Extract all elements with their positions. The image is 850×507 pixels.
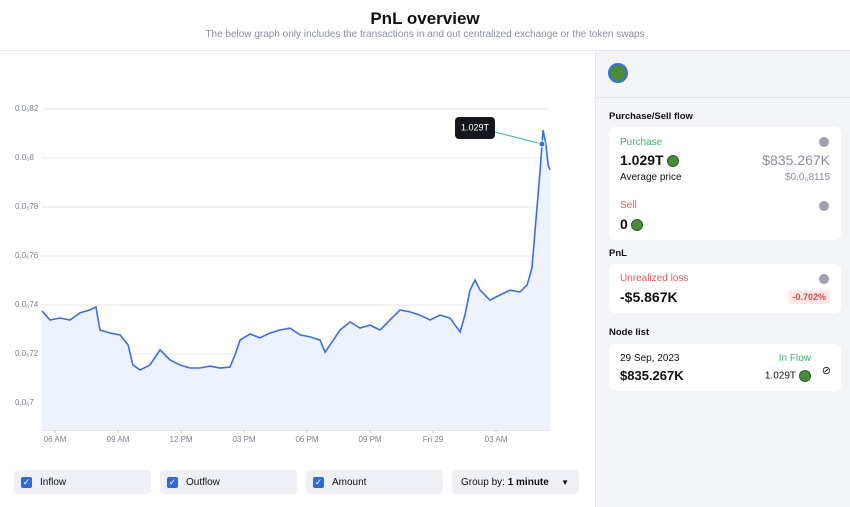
node-card[interactable]: 29 Sep, 2023 In Flow $835.267K 1.029T ⊘ [609, 344, 841, 391]
x-tick-label: 06 AM [44, 435, 67, 444]
help-icon[interactable] [819, 137, 829, 147]
hide-icon[interactable]: ⊘ [821, 365, 831, 377]
y-tick-label: 0.0₆82 [15, 104, 39, 113]
value: -$5.867K [620, 289, 678, 305]
x-tick-label: 03 PM [232, 435, 255, 444]
amount: 0 [620, 216, 643, 232]
subtitle: The below graph only includes the transa… [205, 29, 645, 40]
label: Average price [620, 172, 682, 183]
y-tick-label: 0.0₆7 [15, 398, 34, 407]
label: Inflow [40, 476, 67, 488]
tooltip [455, 117, 495, 139]
x-tick-label: 09 AM [107, 435, 130, 444]
x-tick-label: 09 PM [358, 435, 381, 444]
line [41, 129, 551, 371]
area [42, 130, 550, 430]
amount-toggle[interactable]: ✓ Amount [306, 470, 443, 494]
label: Purchase [620, 137, 663, 148]
x-tick-label: 06 PM [295, 435, 318, 444]
label: Amount [332, 476, 367, 488]
annotation-dot [538, 140, 546, 148]
text: 0 [620, 216, 628, 232]
heading: Node list [609, 327, 650, 338]
title: PnL overview [370, 9, 480, 28]
label: Outflow [186, 476, 220, 488]
tooltip-text: 1.029T [461, 122, 490, 132]
y-tick-label: 0.0₆74 [15, 300, 39, 309]
y-tick-label: 0.0₆78 [15, 202, 39, 211]
value: 1 minute [507, 476, 549, 488]
value: $0.0₆8115 [785, 172, 830, 183]
group-by-dropdown[interactable]: Group by: 1 minute ▼ [452, 470, 579, 494]
label: Group by: [461, 476, 505, 488]
y-tick-label: 0.0₆8 [15, 153, 34, 162]
text: 1.029T [620, 152, 664, 168]
divider [596, 97, 850, 98]
help-icon[interactable] [819, 274, 829, 284]
amount: 1.029T [620, 152, 679, 168]
outflow-toggle[interactable]: ✓ Outflow [160, 470, 297, 494]
x-tick-label: 12 PM [169, 435, 192, 444]
heading: PnL [609, 248, 627, 259]
y-tick-label: 0.0₆76 [15, 251, 39, 260]
token-icon [608, 63, 628, 83]
value: $835.267K [620, 368, 684, 383]
help-icon[interactable] [819, 201, 829, 211]
date: 29 Sep, 2023 [620, 353, 680, 364]
chart: 0.0₆82 0.0₆8 0.0₆78 0.0₆76 0.0₆74 0.0₆72 0.0₆7… [15, 104, 551, 444]
x-tick-label: 03 AM [485, 435, 508, 444]
divider [0, 50, 850, 51]
text: 1.029T [764, 370, 796, 382]
heading: Purchase/Sell flow [609, 111, 693, 122]
x-tick-label: Fri 29 [423, 435, 444, 444]
label: Unrealized loss [620, 273, 689, 284]
label: Sell [620, 200, 637, 211]
side-panel: Purchase/Sell flow Purchase 1.029T $835.… [595, 51, 850, 507]
inflow-toggle[interactable]: ✓ Inflow [14, 470, 151, 494]
percent: -0.702% [788, 290, 830, 304]
pnl-card: Unrealized loss -$5.867K -0.702% [609, 264, 841, 313]
flow-card: Purchase 1.029T $835.267K Average price … [609, 127, 841, 240]
annotation-line [494, 131, 543, 145]
amount: 1.029T [765, 370, 811, 382]
value: $835.267K [762, 152, 830, 168]
type: In Flow [778, 353, 811, 364]
y-tick-label: 0.0₆72 [15, 349, 39, 358]
